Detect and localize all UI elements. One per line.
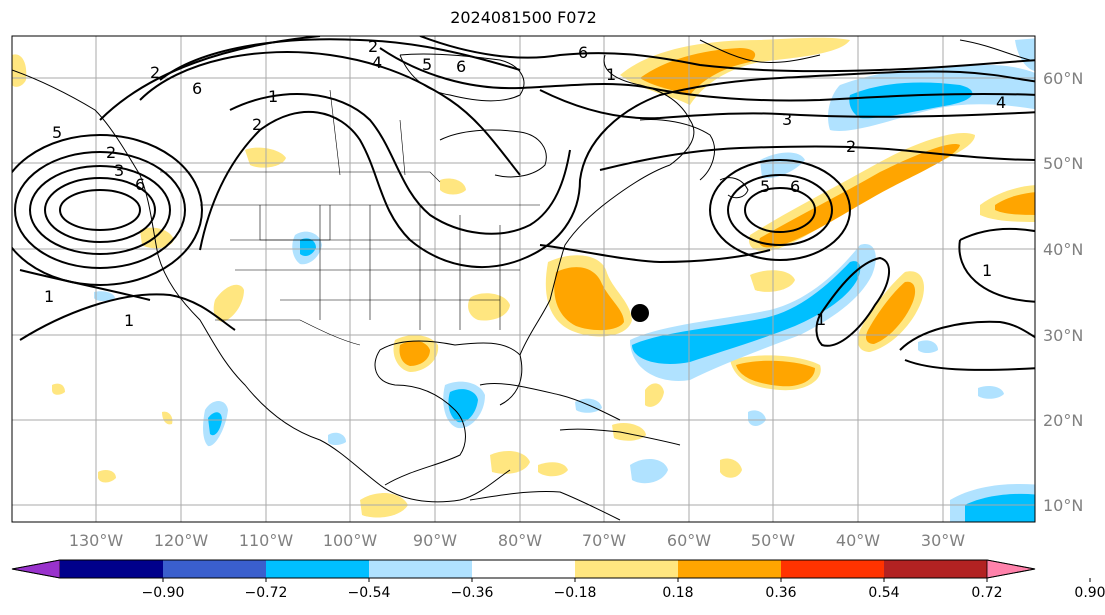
contour-label: 5 [760,177,770,196]
contours [12,36,1035,371]
contour-label: 2 [150,63,160,82]
colorbar-tick-label: 0.18 [662,585,693,601]
positive-anomaly-greenland-core [640,48,756,95]
negative-anomaly-north-atlantic-core [849,82,973,119]
contour-label: 6 [135,175,145,194]
colorbar-tick-label: −0.36 [451,585,494,601]
contour-label: 2 [846,137,856,156]
lon-tick-label: 100°W [323,531,378,550]
lon-tick-label: 90°W [413,531,457,550]
contour-label: 2 [368,37,378,56]
colorbar-segment [163,560,266,578]
colorbar-segment [60,560,163,578]
contour-label: 5 [422,55,432,74]
colorbar-segment [575,560,678,578]
lon-tick-label: 40°W [836,531,880,550]
lon-tick-label: 50°W [751,531,795,550]
lon-tick-label: 130°W [69,531,124,550]
lon-tick-label: 110°W [239,531,294,550]
contour-label: 1 [606,65,616,84]
positive-anomaly-east-atlantic-core [995,192,1035,215]
colorbar-extend-low [11,559,61,579]
contour-label: 1 [44,287,54,306]
contour-label: 3 [782,110,792,129]
contour-label: 6 [456,57,466,76]
contour-label: 1 [124,311,134,330]
colorbar-tick-label: −0.18 [554,585,597,601]
colorbar-extend-high [986,559,1036,579]
colorbar-segment [266,560,369,578]
map-border [11,35,1036,523]
map-title: 2024081500 F072 [450,8,597,27]
contour-label: 6 [578,43,588,62]
contour-label: 5 [52,123,62,142]
colorbar-tick-label: −0.72 [245,585,288,601]
colorbar-outline [11,559,1036,579]
colorbar-tick-label: 0.72 [971,585,1002,601]
colorbar-tick-label: 0.90 [1074,585,1105,601]
contour-label: 6 [192,79,202,98]
lat-axis: 60°N 50°N 40°N 30°N 20°N 10°N [1043,69,1083,515]
colorbar-segment [781,560,884,578]
contour-label: 1 [816,310,826,329]
contour-label: 1 [268,87,278,106]
contour-label: 4 [996,93,1006,112]
lat-tick-label: 10°N [1043,496,1083,515]
lat-tick-label: 20°N [1043,411,1083,430]
colorbar-segment [369,560,472,578]
lat-tick-label: 30°N [1043,326,1083,345]
colorbar-segment [472,560,575,578]
contour-label: 3 [114,161,124,180]
contour-label: 1 [982,261,992,280]
colorbar-tick-label: −0.54 [348,585,391,601]
contour-label: 4 [372,53,382,72]
contour-label-group: 2 4 5 6 6 1 2 6 2 5 6 2 1 3 2 5 6 1 1 1 … [44,37,1006,330]
lon-axis: 130°W 120°W 110°W 100°W 90°W 80°W 70°W 6… [69,531,965,550]
lat-tick-label: 40°N [1043,240,1083,259]
positive-anomaly-gulf-core [399,340,430,366]
colorbar-tick-label: 0.36 [765,585,796,601]
positive-anomaly-subtropical-core [736,360,815,387]
contour-label: 6 [790,177,800,196]
lat-tick-label: 50°N [1043,154,1083,173]
colorbar-segment [884,560,987,578]
lat-tick-label: 60°N [1043,69,1083,88]
contour-label: 2 [106,143,116,162]
graticule [12,36,1035,522]
political-borders [160,89,540,346]
colorbar-tick-label: −0.90 [142,585,185,601]
lon-tick-label: 80°W [498,531,542,550]
lon-tick-label: 30°W [921,531,965,550]
lon-tick-label: 60°W [667,531,711,550]
lon-tick-label: 120°W [154,531,209,550]
colorbar-segment [678,560,781,578]
colorbar: −0.90 −0.72 −0.54 −0.36 −0.18 0.18 0.36 0.54 0.7… [11,559,1105,601]
lon-tick-label: 70°W [582,531,626,550]
colorbar-tick-label: 0.54 [868,585,899,601]
positive-anomaly-atlantic-core [554,267,624,331]
contour-label: 2 [252,115,262,134]
positive-anomaly-midatlantic-core [866,281,916,344]
storm-marker [631,304,649,322]
